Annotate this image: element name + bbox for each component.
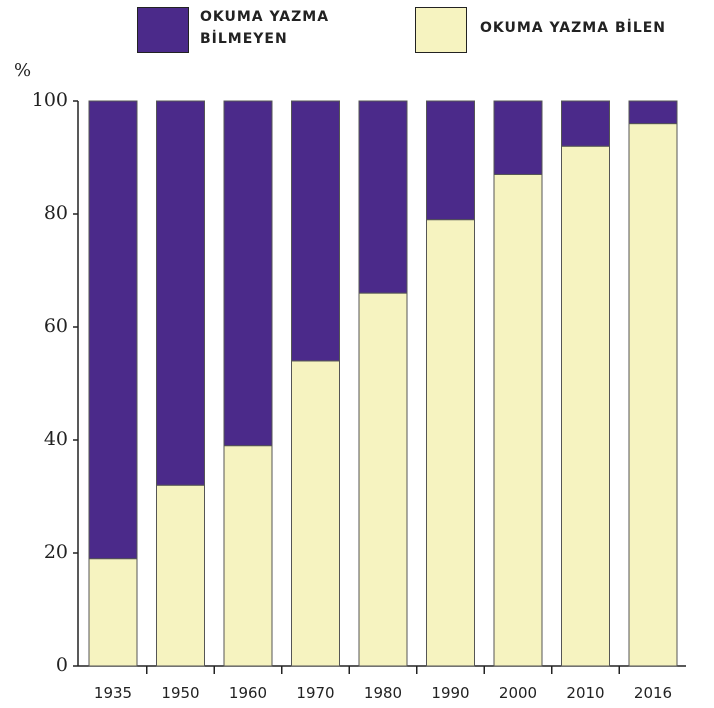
bar-segment [493,100,543,175]
bar-segment [628,100,678,125]
bar-segment [561,145,610,667]
legend-label: OKUMA YAZMA BİLEN [480,20,667,36]
legend-label: OKUMA YAZMA BİLMEYEN [200,9,330,47]
x-tick-label: 1970 [296,684,334,702]
bar-segment [223,100,273,447]
bar-segment [358,292,408,667]
bar-segment [426,100,475,221]
bar-segment [426,219,475,667]
y-tick-label: 40 [44,428,68,450]
y-tick-label: 0 [56,654,68,676]
x-tick-label: 1935 [94,684,132,702]
x-tick-label: 2000 [499,684,537,702]
bar-segment [493,173,543,667]
bar-segment [156,100,205,486]
x-tick-label: 1990 [431,684,469,702]
bar-segment [358,100,408,294]
bar-segment [628,123,678,667]
bar-segment [223,445,273,667]
bar-segment [561,100,610,147]
y-tick-label: 20 [44,541,68,563]
y-tick-label: 80 [44,202,68,224]
x-tick-label: 1950 [161,684,199,702]
y-axis-label: % [14,60,31,81]
x-tick-label: 2016 [634,684,672,702]
x-tick-label: 1980 [364,684,402,702]
x-tick-label: 1960 [229,684,267,702]
legend-swatch [415,7,467,53]
bar-segment [156,484,205,667]
x-tick-label: 2010 [566,684,604,702]
bar-segment [291,100,340,362]
bar-segment [88,100,138,560]
bar-segment [88,558,138,667]
y-tick-label: 60 [44,315,68,337]
y-tick-label: 100 [32,89,68,111]
legend-swatch [137,7,189,53]
bar-segment [291,360,340,667]
